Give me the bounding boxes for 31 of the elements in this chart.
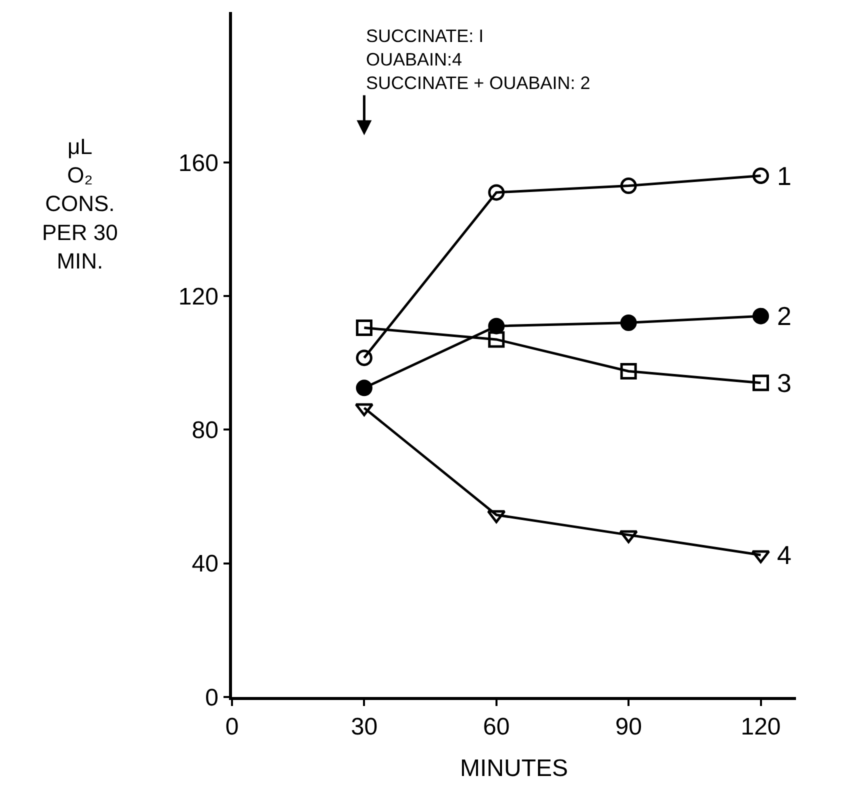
y-tick-label: 0 xyxy=(205,684,218,712)
point xyxy=(620,314,637,332)
series-label: 4 xyxy=(777,540,792,570)
point xyxy=(488,318,505,334)
point xyxy=(620,178,637,194)
series-label: 2 xyxy=(777,301,792,331)
x-tick-label: 30 xyxy=(350,714,378,741)
annotation: SUCCINATE: I OUABAIN:4 SUCCINATE + OUABAIN: 2 xyxy=(366,26,590,93)
x-tick-label: 0 xyxy=(225,714,239,741)
x-axis-title: MINUTES xyxy=(460,754,568,782)
point xyxy=(356,350,372,366)
y-tick-label: 120 xyxy=(178,283,218,310)
x-tick-label: 90 xyxy=(615,714,642,741)
point xyxy=(752,167,769,184)
y-axis-title: μL O₂ CONS. PER 30 MIN. xyxy=(42,134,118,274)
point xyxy=(356,320,372,336)
series-label: 1 xyxy=(777,161,792,191)
x-tick-label: 120 xyxy=(740,714,781,741)
y-tick-label: 160 xyxy=(178,150,218,177)
point xyxy=(487,510,506,524)
point xyxy=(488,331,505,348)
series-label: 3 xyxy=(777,368,792,398)
y-tick-label: 40 xyxy=(192,550,218,578)
point xyxy=(752,374,769,392)
point xyxy=(356,380,372,396)
point xyxy=(752,308,769,324)
x-tick-label: 60 xyxy=(483,714,510,741)
y-tick-label: 80 xyxy=(192,417,218,444)
point xyxy=(488,184,505,201)
point xyxy=(619,530,638,544)
point xyxy=(620,362,637,380)
